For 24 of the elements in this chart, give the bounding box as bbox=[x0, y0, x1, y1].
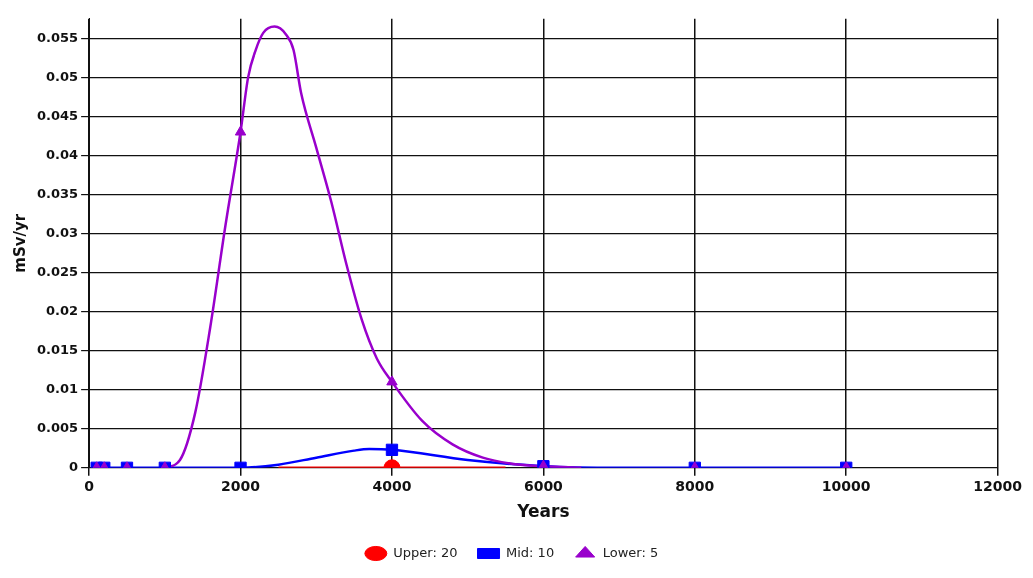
x-tick-label: 6000 bbox=[523, 477, 564, 494]
y-tick-label: 0.02 bbox=[46, 303, 79, 318]
y-tick-label: 0.045 bbox=[37, 107, 79, 123]
y-tick-label: 0.015 bbox=[37, 342, 79, 358]
y-tick-label: 0.005 bbox=[37, 420, 79, 436]
y-tick-label: 0.01 bbox=[46, 381, 79, 397]
x-tick-label: 4000 bbox=[372, 477, 412, 494]
legend-label: Lower: 5 bbox=[602, 544, 659, 560]
y-tick-label: 0 bbox=[69, 459, 79, 475]
legend-label: Mid: 10 bbox=[506, 544, 555, 560]
x-tick-label: 12000 bbox=[973, 477, 1023, 494]
y-tick-label: 0.03 bbox=[46, 224, 79, 240]
x-tick-label: 10000 bbox=[821, 477, 871, 494]
x-tick-label: 8000 bbox=[675, 477, 715, 494]
x-tick-label: 2000 bbox=[221, 477, 261, 494]
y-tick-label: 0.05 bbox=[46, 68, 79, 84]
legend-label: Upper: 20 bbox=[393, 544, 458, 560]
y-tick-label: 0.04 bbox=[46, 146, 79, 162]
x-tick-label: 0 bbox=[84, 477, 95, 494]
y-tick-label: 0.025 bbox=[37, 263, 79, 279]
y-tick-label: 0.035 bbox=[37, 185, 79, 201]
y-tick-label: 0.055 bbox=[37, 29, 79, 45]
y-axis-title: mSv/yr bbox=[10, 213, 29, 273]
x-axis-title: Years bbox=[516, 501, 570, 522]
